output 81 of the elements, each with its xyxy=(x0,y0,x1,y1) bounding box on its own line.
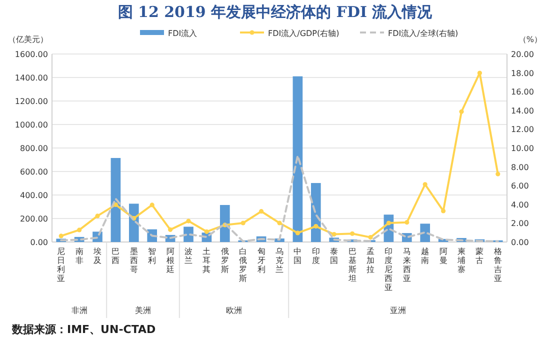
y-tick-label: 0.00 xyxy=(30,238,48,247)
y-tick-label: 1000.00 xyxy=(14,120,48,130)
x-tick-label: 巴基斯坦 xyxy=(347,247,356,283)
y-tick-label: 200.00 xyxy=(20,214,48,224)
y-axis-title: （亿美元） xyxy=(8,35,48,44)
x-tick-label: 巴西 xyxy=(112,247,120,265)
point xyxy=(332,232,336,237)
x-tick-label: 墨西哥 xyxy=(130,247,138,274)
x-tick-label: 土耳其 xyxy=(202,247,211,274)
point xyxy=(95,214,100,218)
y-tick-label: 1600.00 xyxy=(14,50,48,59)
y-tick-label: 600.00 xyxy=(20,168,48,176)
point xyxy=(186,218,191,224)
y2-tick-label: 6.00 xyxy=(511,182,529,191)
bar xyxy=(420,224,430,242)
text: 美洲 xyxy=(135,306,151,315)
x-tick-label: 俄罗斯 xyxy=(220,247,229,274)
y2-axis-title: （%） xyxy=(518,35,542,44)
point xyxy=(404,220,410,225)
y2-tick-label: 4.00 xyxy=(511,200,529,210)
point xyxy=(496,172,500,176)
point xyxy=(350,231,355,236)
y2-tick-label: 20.00 xyxy=(511,50,534,59)
point xyxy=(259,209,264,214)
point xyxy=(386,220,391,226)
point xyxy=(150,202,154,208)
x-tick-label: 孟加拉 xyxy=(366,247,374,274)
legend-label: FDI流入 xyxy=(168,29,198,38)
x-tick-label: 格鲁吉亚 xyxy=(492,247,502,283)
x-tick-label: 中国 xyxy=(294,247,302,265)
source-note: 数据来源：IMF、UN-CTAD xyxy=(11,323,156,336)
x-tick-label: 越南 xyxy=(421,247,430,265)
y2-tick-label: 10.00 xyxy=(511,144,534,153)
text: 欧洲 xyxy=(226,306,242,315)
point xyxy=(240,220,246,226)
x-tick-label: 柬埔寨 xyxy=(456,247,466,274)
x-tick-label: 印度尼西亚 xyxy=(384,247,393,292)
bar xyxy=(110,158,121,242)
point xyxy=(368,235,373,240)
y-tick-label: 1400.00 xyxy=(14,74,48,82)
point xyxy=(477,70,482,76)
y2-tick-label: 2.00 xyxy=(511,219,529,228)
point xyxy=(168,227,173,232)
point xyxy=(204,229,209,234)
x-tick-label: 乌克兰 xyxy=(276,247,284,274)
x-tick-label: 智利 xyxy=(148,247,156,265)
y2-tick-label: 16.00 xyxy=(511,88,534,97)
y2-tick-label: 14.00 xyxy=(511,106,534,116)
point xyxy=(314,224,318,229)
x-tick-label: 阿根廷 xyxy=(165,247,174,274)
point xyxy=(422,182,428,187)
x-tick-label: 阿曼 xyxy=(439,247,448,265)
x-tick-label: 白俄罗斯 xyxy=(239,247,248,283)
y2-tick-label: 0.00 xyxy=(511,238,529,247)
text: 亚洲 xyxy=(390,306,406,315)
y-tick-label: 1200.00 xyxy=(14,97,48,106)
x-tick-label: 蒙古 xyxy=(476,247,484,265)
legend-label: FDI流入/GDP(右轴) xyxy=(268,29,340,38)
y2-tick-label: 8.00 xyxy=(511,162,529,172)
point xyxy=(77,228,82,232)
x-tick-label: 南非 xyxy=(75,247,84,265)
y-tick-label: 400.00 xyxy=(20,191,48,200)
x-tick-label: 波兰 xyxy=(184,247,192,265)
y2-tick-label: 18.00 xyxy=(511,68,534,78)
text: 非洲 xyxy=(71,306,88,315)
x-tick-label: 马来西亚 xyxy=(402,247,411,283)
point xyxy=(295,230,300,236)
x-tick-label: 尼日利亚 xyxy=(57,247,66,283)
bar xyxy=(292,76,303,242)
point xyxy=(459,109,464,114)
legend-label: FDI流入/全球(右轴) xyxy=(388,29,458,38)
point xyxy=(277,220,282,226)
point xyxy=(441,208,446,214)
y2-tick-label: 12.00 xyxy=(511,125,534,134)
chart-title: 图 12 2019 年发展中经济体的 FDI 流入情况 xyxy=(118,3,434,21)
point xyxy=(58,234,64,238)
x-tick-label: 匈牙利 xyxy=(257,247,266,274)
x-tick-label: 埃及 xyxy=(92,247,102,265)
x-tick-label: 印度 xyxy=(312,247,320,265)
y-tick-label: 800.00 xyxy=(20,144,48,153)
x-tick-label: 泰国 xyxy=(330,247,338,265)
